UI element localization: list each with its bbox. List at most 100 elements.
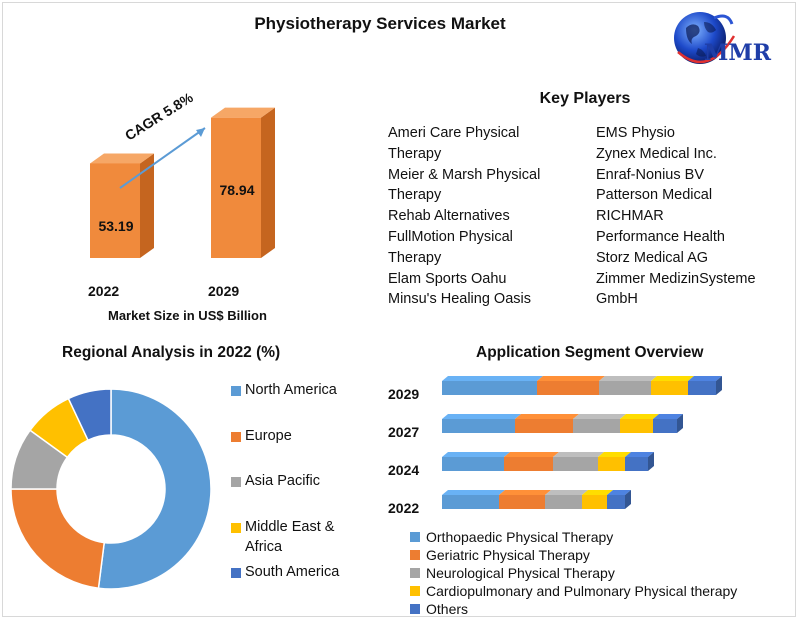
donut-slice (10, 488, 106, 590)
cagr-arrow (119, 127, 206, 189)
bar-top (573, 414, 626, 419)
legend-label: Africa (245, 539, 283, 555)
legend-swatch (231, 523, 241, 533)
stacked-bar-segment (553, 457, 598, 471)
player-name: Therapy (388, 145, 442, 162)
x-tick-label: 2022 (88, 283, 120, 299)
player-name: Enraf-Nonius BV (596, 166, 704, 183)
bar-top (607, 490, 631, 495)
x-tick-label: 2029 (208, 283, 240, 299)
bar-top (625, 452, 654, 457)
legend-swatch (231, 568, 241, 578)
bar-value-label: 78.94 (219, 182, 255, 198)
player-name: EMS Physio (596, 125, 675, 141)
player-name: Therapy (388, 249, 442, 266)
legend-label: Orthopaedic Physical Therapy (426, 529, 614, 545)
bar-side (677, 414, 683, 433)
bar-top (599, 376, 657, 381)
regional-donut-chart (10, 388, 212, 590)
bar-top (442, 414, 521, 419)
stacked-bar-segment (625, 457, 648, 471)
stacked-bar-segment (607, 495, 625, 509)
stacked-bar-segment (442, 457, 504, 471)
legend-label: Others (426, 601, 469, 617)
stacked-bar-segment (620, 419, 653, 433)
key-players-heading: Key Players (539, 90, 631, 107)
stacked-bar-segment (599, 381, 651, 395)
legend-label: North America (245, 382, 337, 398)
legend-swatch (231, 477, 241, 487)
legend-label: Neurological Physical Therapy (426, 565, 615, 581)
stacked-bar-segment (573, 419, 620, 433)
bar-top (598, 452, 631, 457)
bar-top (442, 376, 543, 381)
player-name: Meier & Marsh Physical (388, 166, 541, 183)
logo-text: MMR (704, 40, 771, 66)
bar-top (504, 452, 559, 457)
application-segment-heading: Application Segment Overview (476, 344, 704, 361)
legend-swatch (410, 586, 420, 596)
legend-swatch (410, 532, 420, 542)
market-size-chart (90, 107, 275, 258)
legend-label: Europe (245, 428, 292, 444)
key-players-column-1: Ameri Care Physical Therapy Meier & Mars… (388, 123, 540, 310)
player-name: Rehab Alternatives (388, 208, 510, 225)
application-segment-chart (442, 376, 722, 509)
stacked-bar-segment (442, 495, 499, 509)
player-name: Elam Sports Oahu (388, 270, 507, 287)
bar-side (625, 490, 631, 509)
player-name: RICHMAR (596, 208, 664, 225)
bar-top (545, 490, 588, 495)
bar-value-label: 53.19 (98, 218, 134, 234)
bar-top (499, 490, 551, 495)
bar-side (648, 452, 654, 471)
stacked-bar-segment (545, 495, 582, 509)
bar-top (651, 376, 694, 381)
stacked-bar-segment (651, 381, 688, 395)
donut-slice (97, 388, 212, 590)
stacked-bar-segment (688, 381, 716, 395)
legend-swatch (231, 386, 241, 396)
y-tick-label: 2027 (388, 424, 420, 440)
legend-label: South America (245, 564, 340, 580)
bar-side (716, 376, 722, 395)
x-axis-label: Market Size in US$ Billion (108, 308, 267, 323)
bar-top (515, 414, 579, 419)
player-name: Storz Medical AG (596, 249, 709, 266)
key-players-column-2: EMS Physio Zynex Medical Inc. Enraf-Noni… (596, 123, 756, 310)
legend-label: Geriatric Physical Therapy (426, 547, 590, 563)
bar (90, 163, 140, 258)
bar-top (537, 376, 605, 381)
stacked-bar-segment (504, 457, 553, 471)
stacked-bar-segment (537, 381, 599, 395)
stacked-bar-segment (653, 419, 677, 433)
player-name: Patterson Medical (596, 187, 713, 204)
y-tick-label: 2024 (388, 462, 420, 478)
regional-analysis-heading: Regional Analysis in 2022 (%) (62, 344, 281, 361)
cagr-arrowhead (196, 128, 205, 137)
stacked-bar-segment (515, 419, 573, 433)
bar-side (140, 153, 154, 258)
bar (211, 117, 261, 258)
player-name: Therapy (388, 187, 442, 204)
bar-top (553, 452, 604, 457)
legend-swatch (231, 432, 241, 442)
stacked-bar-segment (598, 457, 625, 471)
stacked-bar-segment (442, 419, 515, 433)
stacked-bar-segment (442, 381, 537, 395)
globe-icon (674, 12, 736, 64)
player-name: FullMotion Physical (388, 228, 513, 245)
legend-label: Middle East & (245, 519, 335, 535)
bar-top (620, 414, 659, 419)
stacked-bar-segment (582, 495, 607, 509)
legend-swatch (410, 550, 420, 560)
player-name: GmbH (596, 291, 638, 308)
bar-top (211, 107, 275, 118)
bar-top (653, 414, 683, 419)
bar-top (442, 452, 510, 457)
player-name: Ameri Care Physical (388, 125, 520, 141)
bar-side (261, 107, 275, 258)
player-name: Zimmer MedizinSysteme (596, 270, 756, 287)
player-name: Minsu's Healing Oasis (388, 291, 531, 308)
